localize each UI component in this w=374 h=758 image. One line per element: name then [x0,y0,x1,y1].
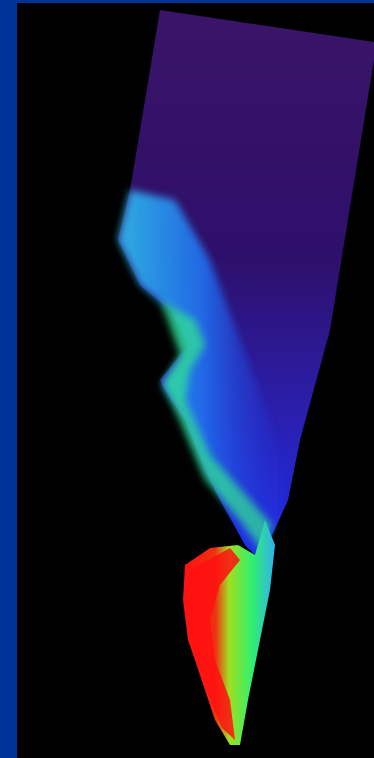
plume-edge [118,190,290,550]
plume-upper [118,10,374,555]
plume-green [160,300,272,550]
plume-red-core [186,548,240,740]
